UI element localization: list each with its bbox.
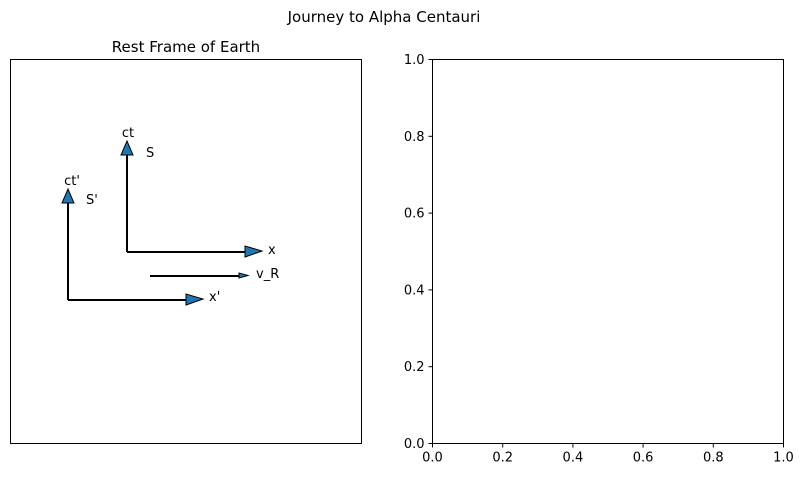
x-tick-label: 0.4: [563, 451, 584, 466]
x-tick-label: 0.6: [633, 451, 654, 466]
right-panel-ticks: 0.0 0.2 0.4 0.6 0.8 1.0 0.0 0.2 0.4 0.6 0.8 1.0: [404, 53, 794, 466]
s-time-axis-label: ct: [122, 126, 134, 141]
x-tick-label: 0.0: [422, 451, 443, 466]
right-panel: 0.0 0.2 0.4 0.6 0.8 1.0 0.0 0.2 0.4 0.6 0.8 1.0: [404, 53, 794, 466]
s-frame-label: S: [146, 146, 154, 161]
y-tick-label: 1.0: [404, 53, 425, 68]
s-space-axis-label: x: [268, 243, 276, 258]
velocity-label: v_R: [256, 267, 279, 282]
y-tick-label: 0.6: [404, 207, 425, 222]
s-prime-frame-label: S': [86, 193, 98, 208]
s-prime-space-axis-label: x': [209, 290, 220, 305]
y-tick-label: 0.2: [404, 360, 425, 375]
left-panel-title: Rest Frame of Earth: [112, 38, 260, 56]
s-prime-space-axis-arrowhead: [185, 293, 205, 306]
y-tick-label: 0.4: [404, 283, 425, 298]
s-time-axis-arrowhead: [120, 139, 134, 156]
s-space-axis-arrowhead: [244, 245, 264, 258]
x-tick-label: 0.2: [492, 451, 513, 466]
figure-title: Journey to Alpha Centauri: [287, 8, 481, 26]
velocity-arrow-arrowhead: [238, 272, 250, 279]
frame-s: ct x S: [120, 126, 276, 258]
s-prime-time-axis-label: ct': [64, 174, 80, 189]
y-tick-label: 0.8: [404, 130, 425, 145]
x-tick-label: 1.0: [773, 451, 794, 466]
velocity-arrow: v_R: [150, 267, 279, 282]
frame-s-prime: ct' x' S': [61, 174, 220, 306]
s-prime-time-axis-arrowhead: [61, 187, 75, 204]
left-panel: Rest Frame of Earth ct x S ct' x' S' v_R: [10, 38, 362, 444]
left-panel-frame: [10, 59, 362, 444]
x-tick-label: 0.8: [703, 451, 724, 466]
right-panel-frame: [432, 59, 784, 444]
y-tick-label: 0.0: [404, 437, 425, 452]
